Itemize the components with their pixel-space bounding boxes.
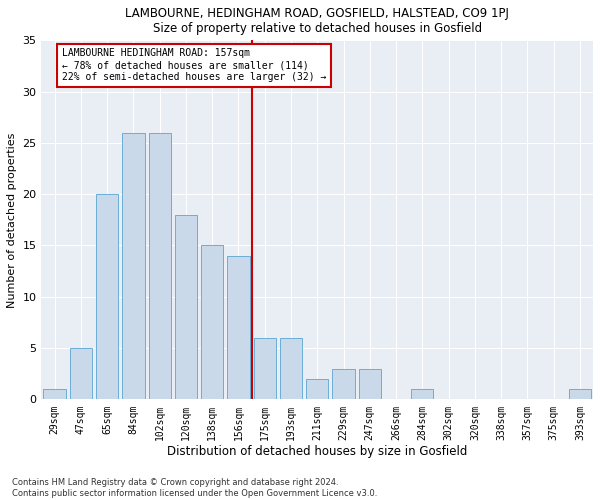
Bar bbox=[280, 338, 302, 400]
Bar bbox=[332, 368, 355, 400]
Bar bbox=[175, 214, 197, 400]
Bar bbox=[96, 194, 118, 400]
Bar bbox=[359, 368, 381, 400]
Bar bbox=[201, 246, 223, 400]
Bar bbox=[43, 389, 66, 400]
Bar bbox=[569, 389, 591, 400]
Text: Contains HM Land Registry data © Crown copyright and database right 2024.
Contai: Contains HM Land Registry data © Crown c… bbox=[12, 478, 377, 498]
Bar bbox=[149, 132, 171, 400]
Bar bbox=[122, 132, 145, 400]
Y-axis label: Number of detached properties: Number of detached properties bbox=[7, 132, 17, 308]
Text: LAMBOURNE HEDINGHAM ROAD: 157sqm
← 78% of detached houses are smaller (114)
22% : LAMBOURNE HEDINGHAM ROAD: 157sqm ← 78% o… bbox=[62, 48, 326, 82]
X-axis label: Distribution of detached houses by size in Gosfield: Distribution of detached houses by size … bbox=[167, 445, 467, 458]
Bar bbox=[254, 338, 276, 400]
Bar bbox=[227, 256, 250, 400]
Bar bbox=[411, 389, 433, 400]
Bar bbox=[306, 379, 328, 400]
Title: LAMBOURNE, HEDINGHAM ROAD, GOSFIELD, HALSTEAD, CO9 1PJ
Size of property relative: LAMBOURNE, HEDINGHAM ROAD, GOSFIELD, HAL… bbox=[125, 7, 509, 35]
Bar bbox=[70, 348, 92, 400]
